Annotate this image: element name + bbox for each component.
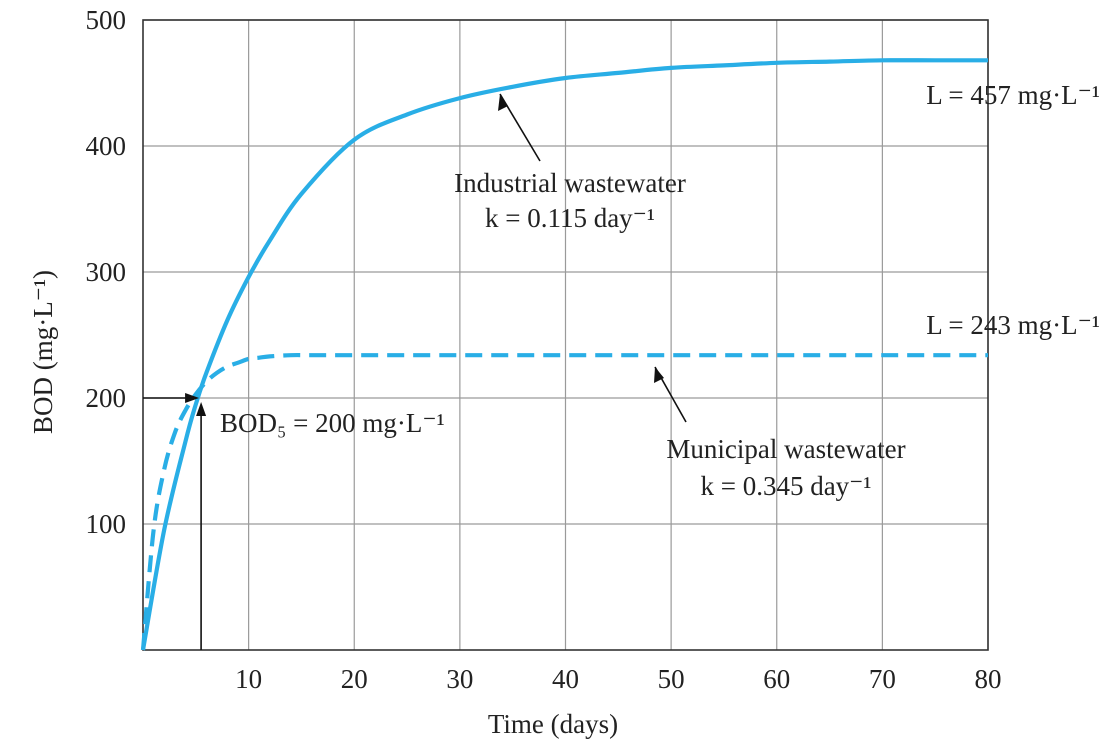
x-tick-label: 60: [763, 664, 790, 694]
x-tick-labels: 10 20 30 40 50 60 70 80: [235, 664, 1001, 694]
industrial-k-label: k = 0.115 day⁻¹: [485, 203, 655, 233]
municipal-bod-curve: [140, 352, 988, 651]
bod5-vertical-arrowhead: [196, 402, 207, 416]
y-tick-label: 200: [86, 383, 127, 413]
y-tick-labels: 100 200 300 400 500: [86, 5, 127, 539]
bod5-horizontal-arrowhead: [185, 393, 200, 403]
y-tick-label: 300: [86, 257, 127, 287]
x-tick-label: 70: [869, 664, 896, 694]
curve-layer: [140, 58, 988, 651]
municipal-pointer-arrow: [654, 366, 687, 423]
industrial-bod-curve: [140, 58, 988, 651]
industrial-L-label: L = 457 mg·L⁻¹: [926, 80, 1100, 110]
x-tick-label: 30: [446, 664, 473, 694]
x-tick-label: 40: [552, 664, 579, 694]
municipal-k-label: k = 0.345 day⁻¹: [700, 471, 871, 501]
x-tick-label: 20: [341, 664, 368, 694]
plot-frame: [142, 19, 989, 651]
bod5-label: BOD₅ = 200 mg·L⁻¹: [220, 408, 445, 438]
grid-layer: [143, 19, 989, 650]
industrial-label: Industrial wastewater: [454, 168, 686, 198]
y-tick-label: 100: [86, 509, 127, 539]
municipal-label: Municipal wastewater: [666, 434, 905, 464]
x-axis-title: Time (days): [488, 709, 618, 739]
municipal-L-label: L = 243 mg·L⁻¹: [926, 310, 1100, 340]
industrial-pointer-arrow: [498, 93, 541, 162]
x-tick-label: 50: [658, 664, 685, 694]
y-tick-label: 500: [86, 5, 127, 35]
x-tick-label: 80: [975, 664, 1002, 694]
x-tick-label: 10: [235, 664, 262, 694]
y-axis-title: BOD (mg·L⁻¹): [28, 270, 58, 434]
bod5-marker: [143, 393, 207, 650]
y-tick-label: 400: [86, 131, 127, 161]
